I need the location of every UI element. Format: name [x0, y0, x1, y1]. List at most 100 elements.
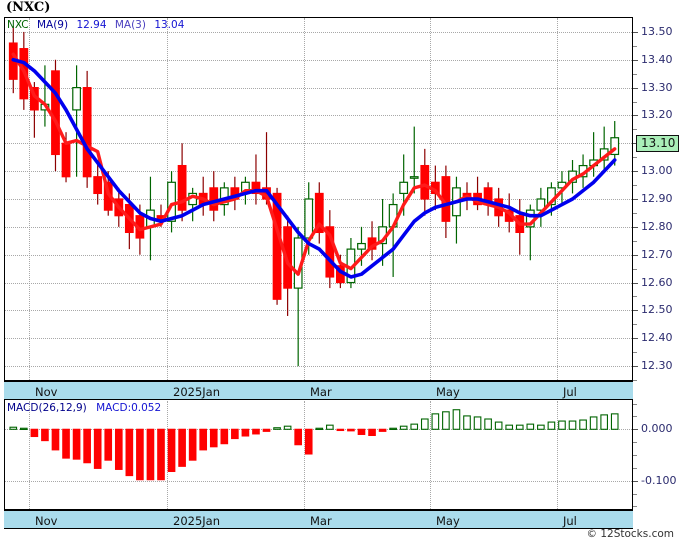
candlestick[interactable] [515, 199, 525, 255]
macd-histogram-bar[interactable] [589, 416, 598, 430]
candlestick[interactable] [93, 160, 103, 205]
candle-body [61, 142, 71, 178]
candlestick[interactable] [483, 182, 493, 216]
candlestick[interactable] [314, 182, 324, 244]
candlestick[interactable] [325, 210, 335, 289]
macd-histogram-bar[interactable] [304, 428, 313, 455]
candlestick[interactable] [420, 148, 430, 216]
candlestick[interactable] [167, 171, 176, 233]
candlestick[interactable] [589, 132, 599, 177]
candle-body [536, 198, 546, 211]
macd-histogram-bar[interactable] [72, 428, 81, 460]
macd-histogram-bar[interactable] [146, 428, 155, 481]
macd-histogram-bar[interactable] [357, 428, 366, 435]
macd-histogram-bar[interactable] [20, 427, 28, 431]
candlestick[interactable] [452, 176, 461, 244]
time-gridline [29, 18, 30, 380]
macd-histogram-bar[interactable] [515, 424, 524, 430]
candlestick[interactable] [367, 221, 377, 261]
price-axis-tick [633, 254, 638, 256]
macd-histogram-bar[interactable] [558, 420, 566, 430]
macd-histogram-bar[interactable] [62, 428, 70, 459]
macd-histogram-bar[interactable] [252, 428, 260, 435]
macd-x-axis-band[interactable] [4, 510, 633, 529]
candlestick[interactable] [40, 65, 50, 127]
macd-histogram-bar[interactable] [579, 419, 587, 430]
price-x-axis-band[interactable] [4, 381, 633, 400]
macd-histogram-bar[interactable] [463, 415, 471, 430]
macd-histogram-bar[interactable] [41, 428, 49, 442]
macd-histogram-bar[interactable] [410, 423, 419, 430]
macd-histogram-bar[interactable] [51, 428, 60, 451]
macd-histogram-bar[interactable] [315, 427, 324, 431]
macd-histogram-bar[interactable] [452, 409, 461, 430]
price-axis-tick [633, 171, 638, 173]
candlestick[interactable] [536, 187, 546, 227]
candlestick[interactable] [230, 176, 240, 211]
macd-histogram-bar[interactable] [241, 428, 250, 437]
macd-histogram-bar[interactable] [294, 428, 302, 446]
macd-histogram-bar[interactable] [136, 428, 144, 481]
macd-histogram-bar[interactable] [262, 428, 271, 432]
candlestick[interactable] [473, 176, 482, 211]
macd-histogram-bar[interactable] [188, 428, 197, 461]
macd-histogram-bar[interactable] [473, 416, 482, 430]
candlestick[interactable] [525, 204, 535, 261]
macd-histogram-bar[interactable] [9, 426, 18, 430]
macd-histogram-bar[interactable] [336, 428, 345, 432]
macd-histogram-bar[interactable] [209, 428, 218, 448]
price-x-label-mar: Mar [310, 385, 332, 399]
candlestick[interactable] [72, 65, 81, 177]
macd-histogram-bar[interactable] [231, 428, 239, 440]
macd-histogram-bar[interactable] [104, 428, 113, 461]
macd-histogram-bar[interactable] [399, 425, 408, 430]
price-gridline [5, 310, 632, 312]
macd-histogram-bar[interactable] [505, 424, 514, 430]
macd-histogram-bar[interactable] [220, 428, 229, 445]
macd-histogram-bar[interactable] [389, 427, 397, 431]
macd-histogram-bar[interactable] [484, 418, 492, 430]
macd-histogram-bar[interactable] [568, 420, 577, 430]
macd-histogram-bar[interactable] [273, 427, 281, 430]
macd-histogram-bar[interactable] [347, 428, 355, 432]
macd-histogram-bar[interactable] [157, 428, 165, 481]
macd-histogram-bar[interactable] [283, 425, 292, 430]
macd-histogram-bar[interactable] [83, 428, 91, 464]
macd-histogram-bar[interactable] [537, 424, 545, 430]
macd-histogram-bar[interactable] [30, 428, 39, 438]
candlestick[interactable] [251, 154, 261, 205]
candlestick[interactable] [209, 171, 219, 222]
macd-histogram-bar[interactable] [378, 428, 387, 432]
macd-histogram-bar[interactable] [526, 423, 535, 430]
macd-histogram-bar[interactable] [431, 413, 440, 430]
macd-histogram-bar[interactable] [326, 424, 334, 430]
candlestick[interactable] [177, 143, 187, 222]
macd-histogram-bar[interactable] [368, 428, 376, 437]
macd-histogram-bar[interactable] [420, 418, 429, 430]
candlestick[interactable] [388, 193, 398, 277]
price-axis-label: 13.50 [641, 24, 673, 38]
macd-histogram-bar[interactable] [442, 411, 450, 430]
candlestick[interactable] [610, 121, 620, 166]
macd-histogram-bar[interactable] [125, 428, 134, 477]
macd-histogram-bar[interactable] [199, 428, 208, 451]
candlestick[interactable] [599, 126, 609, 172]
macd-value: MACD:0.052 [96, 402, 162, 414]
price-axis-label: 13.20 [641, 108, 673, 122]
candlestick[interactable] [409, 126, 419, 194]
candle-body [610, 137, 620, 156]
price-axis-tick [633, 115, 638, 117]
candlestick[interactable] [82, 70, 92, 188]
macd-histogram-bar[interactable] [600, 414, 608, 430]
macd-histogram-bar[interactable] [93, 428, 102, 469]
macd-histogram-bar[interactable] [610, 413, 619, 430]
macd-histogram-bar[interactable] [494, 421, 503, 430]
macd-histogram-bar[interactable] [547, 421, 556, 430]
candlestick[interactable] [293, 226, 303, 367]
candlestick[interactable] [188, 187, 198, 222]
macd-histogram-bar[interactable] [178, 428, 186, 467]
macd-histogram-bar[interactable] [167, 428, 176, 473]
macd-histogram-bar[interactable] [114, 428, 123, 470]
candlestick[interactable] [198, 176, 208, 216]
candlestick[interactable] [346, 237, 356, 289]
